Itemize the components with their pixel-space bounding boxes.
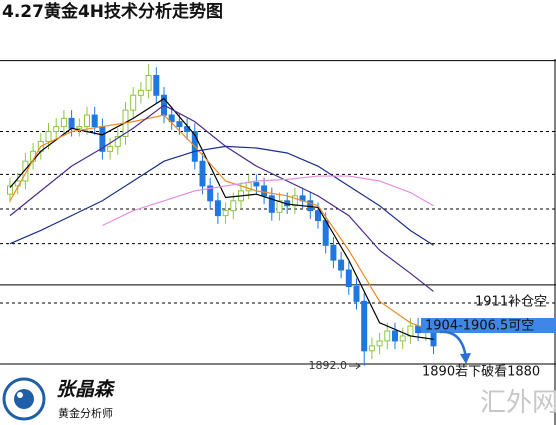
candle-body [353, 286, 360, 302]
candle-body [76, 126, 83, 129]
candle-body [407, 325, 414, 337]
candle-body [376, 340, 383, 347]
moving-average-line [102, 175, 434, 227]
low-label: 1892.0 [309, 359, 348, 372]
moving-average-line [9, 114, 434, 332]
candle-body [261, 185, 268, 197]
candle-body [53, 126, 60, 133]
forecast-arrowhead [460, 353, 471, 364]
candle-body [214, 200, 221, 217]
watermark: 汇外网 [480, 388, 556, 418]
candle-body [84, 114, 90, 128]
candle-body [107, 145, 114, 152]
candle-body [384, 330, 391, 342]
chart-title: 4.27黄金4H技术分析走势图 [2, 1, 223, 22]
candle-body [368, 345, 375, 352]
candle-body [345, 269, 352, 288]
candle-body [330, 244, 337, 261]
candle-body [392, 330, 398, 342]
candle-body [399, 335, 406, 342]
candle-body [22, 160, 29, 182]
candle-body [168, 114, 175, 123]
highlight-box [421, 318, 556, 333]
annotation: 1904-1906.5可空 [425, 319, 534, 334]
annotation: 1911补仓空 [475, 295, 547, 310]
candle-body [415, 325, 422, 334]
candle-body [230, 200, 237, 212]
candle-body [176, 121, 183, 128]
candle-body [276, 200, 283, 213]
candle-body [145, 74, 152, 91]
candle-body [60, 117, 67, 128]
candle-body [361, 300, 368, 352]
candle-body [207, 185, 214, 202]
moving-average-line [9, 145, 434, 246]
low-arrow [349, 362, 361, 370]
logo-dot [17, 392, 23, 398]
candle-body [137, 89, 144, 96]
candle-body [7, 185, 13, 195]
candle-body [68, 117, 75, 129]
candle-body [153, 74, 160, 96]
candle-body [45, 131, 52, 142]
candle-body [130, 94, 137, 111]
candle-body [268, 195, 275, 213]
candle-body [114, 135, 121, 147]
candle-body [315, 210, 321, 222]
logo-role: 黄金分析师 [58, 406, 113, 420]
candle-body [222, 210, 229, 217]
candle-body [245, 182, 252, 192]
candle-body [253, 182, 260, 187]
logo-brand: 张晶森 [56, 379, 115, 401]
logo-ring [2, 377, 46, 421]
plot-area [0, 60, 556, 366]
candle-body [199, 160, 206, 187]
candle-body [291, 195, 298, 207]
candle-body [91, 114, 98, 128]
logo: 张晶森 黄金分析师 [2, 377, 115, 421]
candle-body [338, 259, 345, 271]
annotation: 1890若下破看1880 [422, 364, 540, 380]
logo-core [14, 389, 34, 409]
